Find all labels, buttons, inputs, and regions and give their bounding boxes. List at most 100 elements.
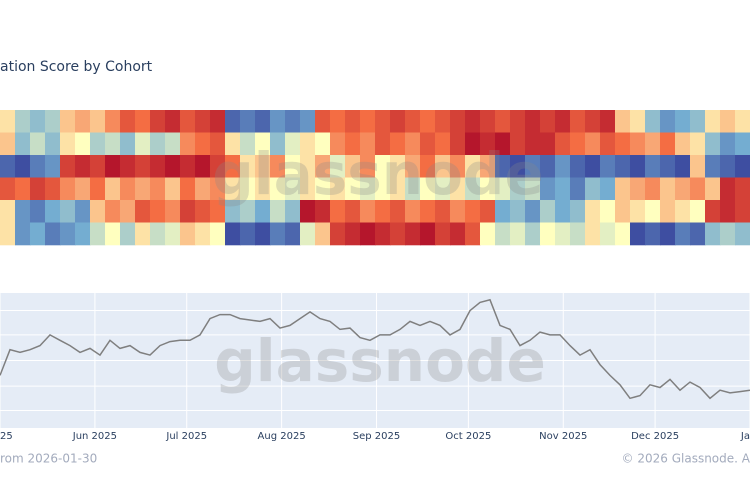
heatmap-cell bbox=[285, 155, 301, 178]
heatmap-cell bbox=[225, 110, 241, 133]
heatmap-cell bbox=[105, 132, 121, 156]
heatmap-cell bbox=[555, 132, 571, 156]
x-tick-label: Jun 2025 bbox=[72, 431, 117, 442]
heatmap-cell bbox=[330, 155, 346, 178]
heatmap-cell bbox=[90, 110, 106, 133]
heatmap-cell bbox=[390, 110, 406, 133]
heatmap-cell bbox=[615, 110, 631, 133]
heatmap-cell bbox=[0, 222, 16, 246]
heatmap-cell bbox=[645, 155, 661, 178]
heatmap-cell bbox=[75, 155, 91, 178]
heatmap-cell bbox=[660, 155, 676, 178]
heatmap-cell bbox=[360, 200, 376, 223]
heatmap-cell bbox=[555, 155, 571, 178]
heatmap-cell bbox=[720, 132, 736, 156]
heatmap-cell bbox=[150, 132, 166, 156]
heatmap-cell bbox=[720, 200, 736, 223]
heatmap-cell bbox=[510, 132, 526, 156]
heatmap-cell bbox=[285, 110, 301, 133]
heatmap-cell bbox=[105, 110, 121, 133]
x-tick-label: Oct 2025 bbox=[445, 431, 491, 442]
heatmap-cell bbox=[135, 155, 151, 178]
heatmap-cell bbox=[615, 132, 631, 156]
heatmap-cell bbox=[690, 155, 706, 178]
heatmap-cell bbox=[240, 155, 256, 178]
heatmap-cell bbox=[390, 177, 406, 201]
heatmap-cell bbox=[405, 132, 421, 156]
heatmap-cell bbox=[465, 222, 481, 246]
heatmap-cell bbox=[255, 132, 271, 156]
heatmap-cell bbox=[225, 200, 241, 223]
heatmap-cell bbox=[675, 155, 691, 178]
heatmap-cell bbox=[375, 132, 391, 156]
heatmap-cell bbox=[75, 110, 91, 133]
heatmap-cell bbox=[225, 177, 241, 201]
heatmap-cell bbox=[300, 110, 316, 133]
heatmap-cell bbox=[375, 177, 391, 201]
heatmap-cell bbox=[180, 155, 196, 178]
heatmap-cell bbox=[585, 222, 601, 246]
heatmap-cell bbox=[480, 155, 496, 178]
heatmap-cell bbox=[555, 110, 571, 133]
heatmap-cell bbox=[255, 222, 271, 246]
heatmap-cell bbox=[225, 132, 241, 156]
heatmap-cell bbox=[510, 177, 526, 201]
heatmap-cell bbox=[420, 222, 436, 246]
heatmap-cell bbox=[360, 177, 376, 201]
heatmap-cell bbox=[450, 222, 466, 246]
footer-date: rom 2026-01-30 bbox=[0, 452, 97, 466]
heatmap-cell bbox=[120, 200, 136, 223]
heatmap-cell bbox=[510, 110, 526, 133]
heatmap-cell bbox=[450, 200, 466, 223]
heatmap-cell bbox=[105, 222, 121, 246]
heatmap-cell bbox=[165, 132, 181, 156]
heatmap-cell bbox=[90, 200, 106, 223]
heatmap-cell bbox=[165, 110, 181, 133]
heatmap-cell bbox=[450, 177, 466, 201]
heatmap-cell bbox=[195, 132, 211, 156]
heatmap-cell bbox=[675, 110, 691, 133]
heatmap-cell bbox=[330, 177, 346, 201]
heatmap-cell bbox=[570, 155, 586, 178]
heatmap-cell bbox=[60, 132, 76, 156]
heatmap-cell bbox=[270, 222, 286, 246]
heatmap-cell bbox=[735, 177, 750, 201]
heatmap-cell bbox=[390, 200, 406, 223]
heatmap-cell bbox=[285, 177, 301, 201]
heatmap-cell bbox=[690, 110, 706, 133]
heatmap-cell bbox=[210, 110, 226, 133]
heatmap-cell bbox=[690, 200, 706, 223]
heatmap-cell bbox=[30, 177, 46, 201]
heatmap-cell bbox=[180, 177, 196, 201]
heatmap-cell bbox=[150, 200, 166, 223]
heatmap-cell bbox=[675, 200, 691, 223]
heatmap-cell bbox=[645, 200, 661, 223]
heatmap-cell bbox=[435, 132, 451, 156]
heatmap-cell bbox=[375, 155, 391, 178]
heatmap-cell bbox=[255, 110, 271, 133]
heatmap-cell bbox=[585, 110, 601, 133]
x-tick-label: Jul 2025 bbox=[165, 431, 207, 442]
heatmap-cell bbox=[705, 155, 721, 178]
heatmap-cell bbox=[660, 132, 676, 156]
heatmap-cell bbox=[60, 110, 76, 133]
heatmap-cell bbox=[585, 155, 601, 178]
watermark: glassnode bbox=[212, 140, 544, 208]
heatmap-cell bbox=[315, 177, 331, 201]
heatmap-cell bbox=[720, 177, 736, 201]
heatmap-cell bbox=[135, 200, 151, 223]
heatmap-cell bbox=[630, 110, 646, 133]
heatmap-cell bbox=[180, 110, 196, 133]
heatmap-cell bbox=[615, 155, 631, 178]
heatmap-cell bbox=[75, 200, 91, 223]
heatmap-cell bbox=[0, 177, 16, 201]
heatmap-cell bbox=[330, 132, 346, 156]
heatmap-cell bbox=[120, 222, 136, 246]
heatmap-cell bbox=[255, 177, 271, 201]
heatmap-cell bbox=[45, 200, 61, 223]
heatmap-cell bbox=[705, 200, 721, 223]
heatmap-cell bbox=[90, 132, 106, 156]
heatmap-cell bbox=[540, 200, 556, 223]
heatmap-cell bbox=[720, 222, 736, 246]
heatmap-cell bbox=[60, 222, 76, 246]
